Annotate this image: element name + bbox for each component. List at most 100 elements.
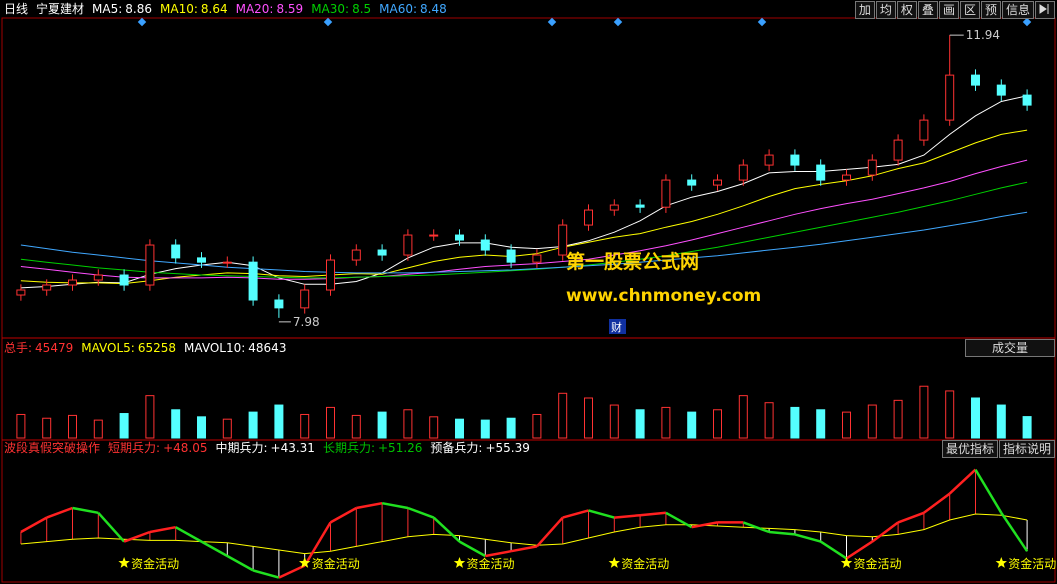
period[interactable]: 日线 [4,2,29,16]
short-line-segment [123,530,151,543]
short-line-segment [639,511,667,517]
candle-body [1022,94,1032,106]
tool-button[interactable]: 均 [875,1,896,19]
short-line-segment [535,516,564,548]
tool-button[interactable]: 预 [980,1,1001,19]
short-line-segment [768,530,796,536]
volume-value: 65258 [137,341,177,355]
short-line-segment [20,516,48,534]
short-line-segment [614,513,641,519]
candle-body [558,224,568,256]
volume-bar [532,413,542,439]
ma-item: MA10: 8.64 [160,1,228,17]
tool-button[interactable]: 加 [854,1,875,19]
candle-body [738,164,748,181]
tool-button[interactable]: 区 [959,1,980,19]
volume-bar [197,416,206,439]
volume-bar [68,414,77,439]
short-line-segment [46,506,73,519]
volume-item: MAVOL10: 48643 [184,340,286,356]
ma-label: MA20: [235,2,274,16]
ma-value: 8.64 [200,2,228,16]
indicator-value: +55.39 [485,441,530,455]
candle-body [68,279,77,286]
stock-name: 宁夏建材 [36,2,85,16]
volume-bar [429,416,439,439]
volume-bar [919,385,929,439]
tool-button[interactable]: 画 [938,1,959,19]
volume-bar [738,395,748,439]
indicator-button[interactable]: 最优指标 [941,440,998,458]
volume-header: 总手: 45479 MAVOL5: 65258 MAVOL10: 48643 [4,340,286,356]
short-line-segment [252,569,280,579]
short-line-segment [510,545,538,553]
ma-value: 8.48 [420,2,447,16]
volume-bar [609,404,619,439]
mid-line [20,513,1028,555]
signal-label: 资金活动 [312,556,360,571]
watermark: 第一股票公式网 [566,250,699,273]
volume-item: MAVOL5: 65258 [81,340,176,356]
indicator-label: 中期兵力: [215,441,268,455]
volume-bar [455,418,464,439]
candle-body [248,261,258,301]
short-line-segment [407,506,435,519]
volume-bar [403,409,413,439]
short-line-segment [226,554,254,572]
volume-bar [248,411,258,439]
ma-value: 8.59 [276,2,304,16]
volume-bar [351,414,361,439]
candle-body [687,179,697,186]
indicator-button[interactable]: 指标说明 [998,440,1055,458]
volume-bar [893,399,903,439]
indicator-title: 波段真假突破操作 [4,441,101,455]
short-line-segment [356,501,383,510]
candle-body [532,254,542,263]
toolbar: 日线 宁夏建材 MA5: 8.86 MA10: 8.64 MA20: 8.59 MA30: 8… [4,1,447,17]
volume-bar [945,390,955,439]
indicator-label: 短期兵力: [108,441,161,455]
ma-value: 8.86 [125,2,152,16]
candle-body [274,299,284,309]
short-line-segment [794,533,822,543]
tool-button[interactable]: 信息 [1001,1,1034,19]
dropdown[interactable]: 成交量 [965,339,1055,357]
short-line-segment [278,564,306,579]
ma-item: MA60: 8.48 [379,1,447,17]
candle-body [893,139,903,161]
short-line-segment [303,521,332,567]
short-line-segment [588,509,615,519]
candle-body [455,234,464,241]
ma-line [20,129,1028,285]
volume-value: 48643 [248,341,287,355]
indicator-value: +43.31 [270,441,315,455]
volume-bar [42,417,52,439]
volume-bar [506,417,516,439]
short-line-segment [665,511,693,529]
frame [1,17,1056,583]
short-line-segment [562,509,589,519]
short-line-segment [948,468,977,495]
candle-body [326,259,335,291]
short-line-segment [845,540,873,560]
short-line-segment [72,506,99,515]
short-line-segment [897,511,925,524]
exit-icon[interactable] [1035,1,1055,19]
volume-bar [1022,416,1032,439]
tool-button[interactable]: 权 [896,1,917,19]
volume-value: 45479 [35,341,74,355]
ma-item: MA20: 8.59 [236,1,304,17]
volume-bar [93,419,103,439]
candle-body [197,257,206,263]
short-line-segment [974,468,1003,514]
volume-bar [480,419,490,439]
ma-label: MA5: [92,2,123,16]
volume-bar [713,409,722,439]
candle-body [867,159,877,176]
high-label: 11.94 [966,28,1000,42]
tool-button[interactable]: 叠 [917,1,938,19]
candle-body [93,274,103,281]
volume-item: 总手: 45479 [4,340,73,356]
